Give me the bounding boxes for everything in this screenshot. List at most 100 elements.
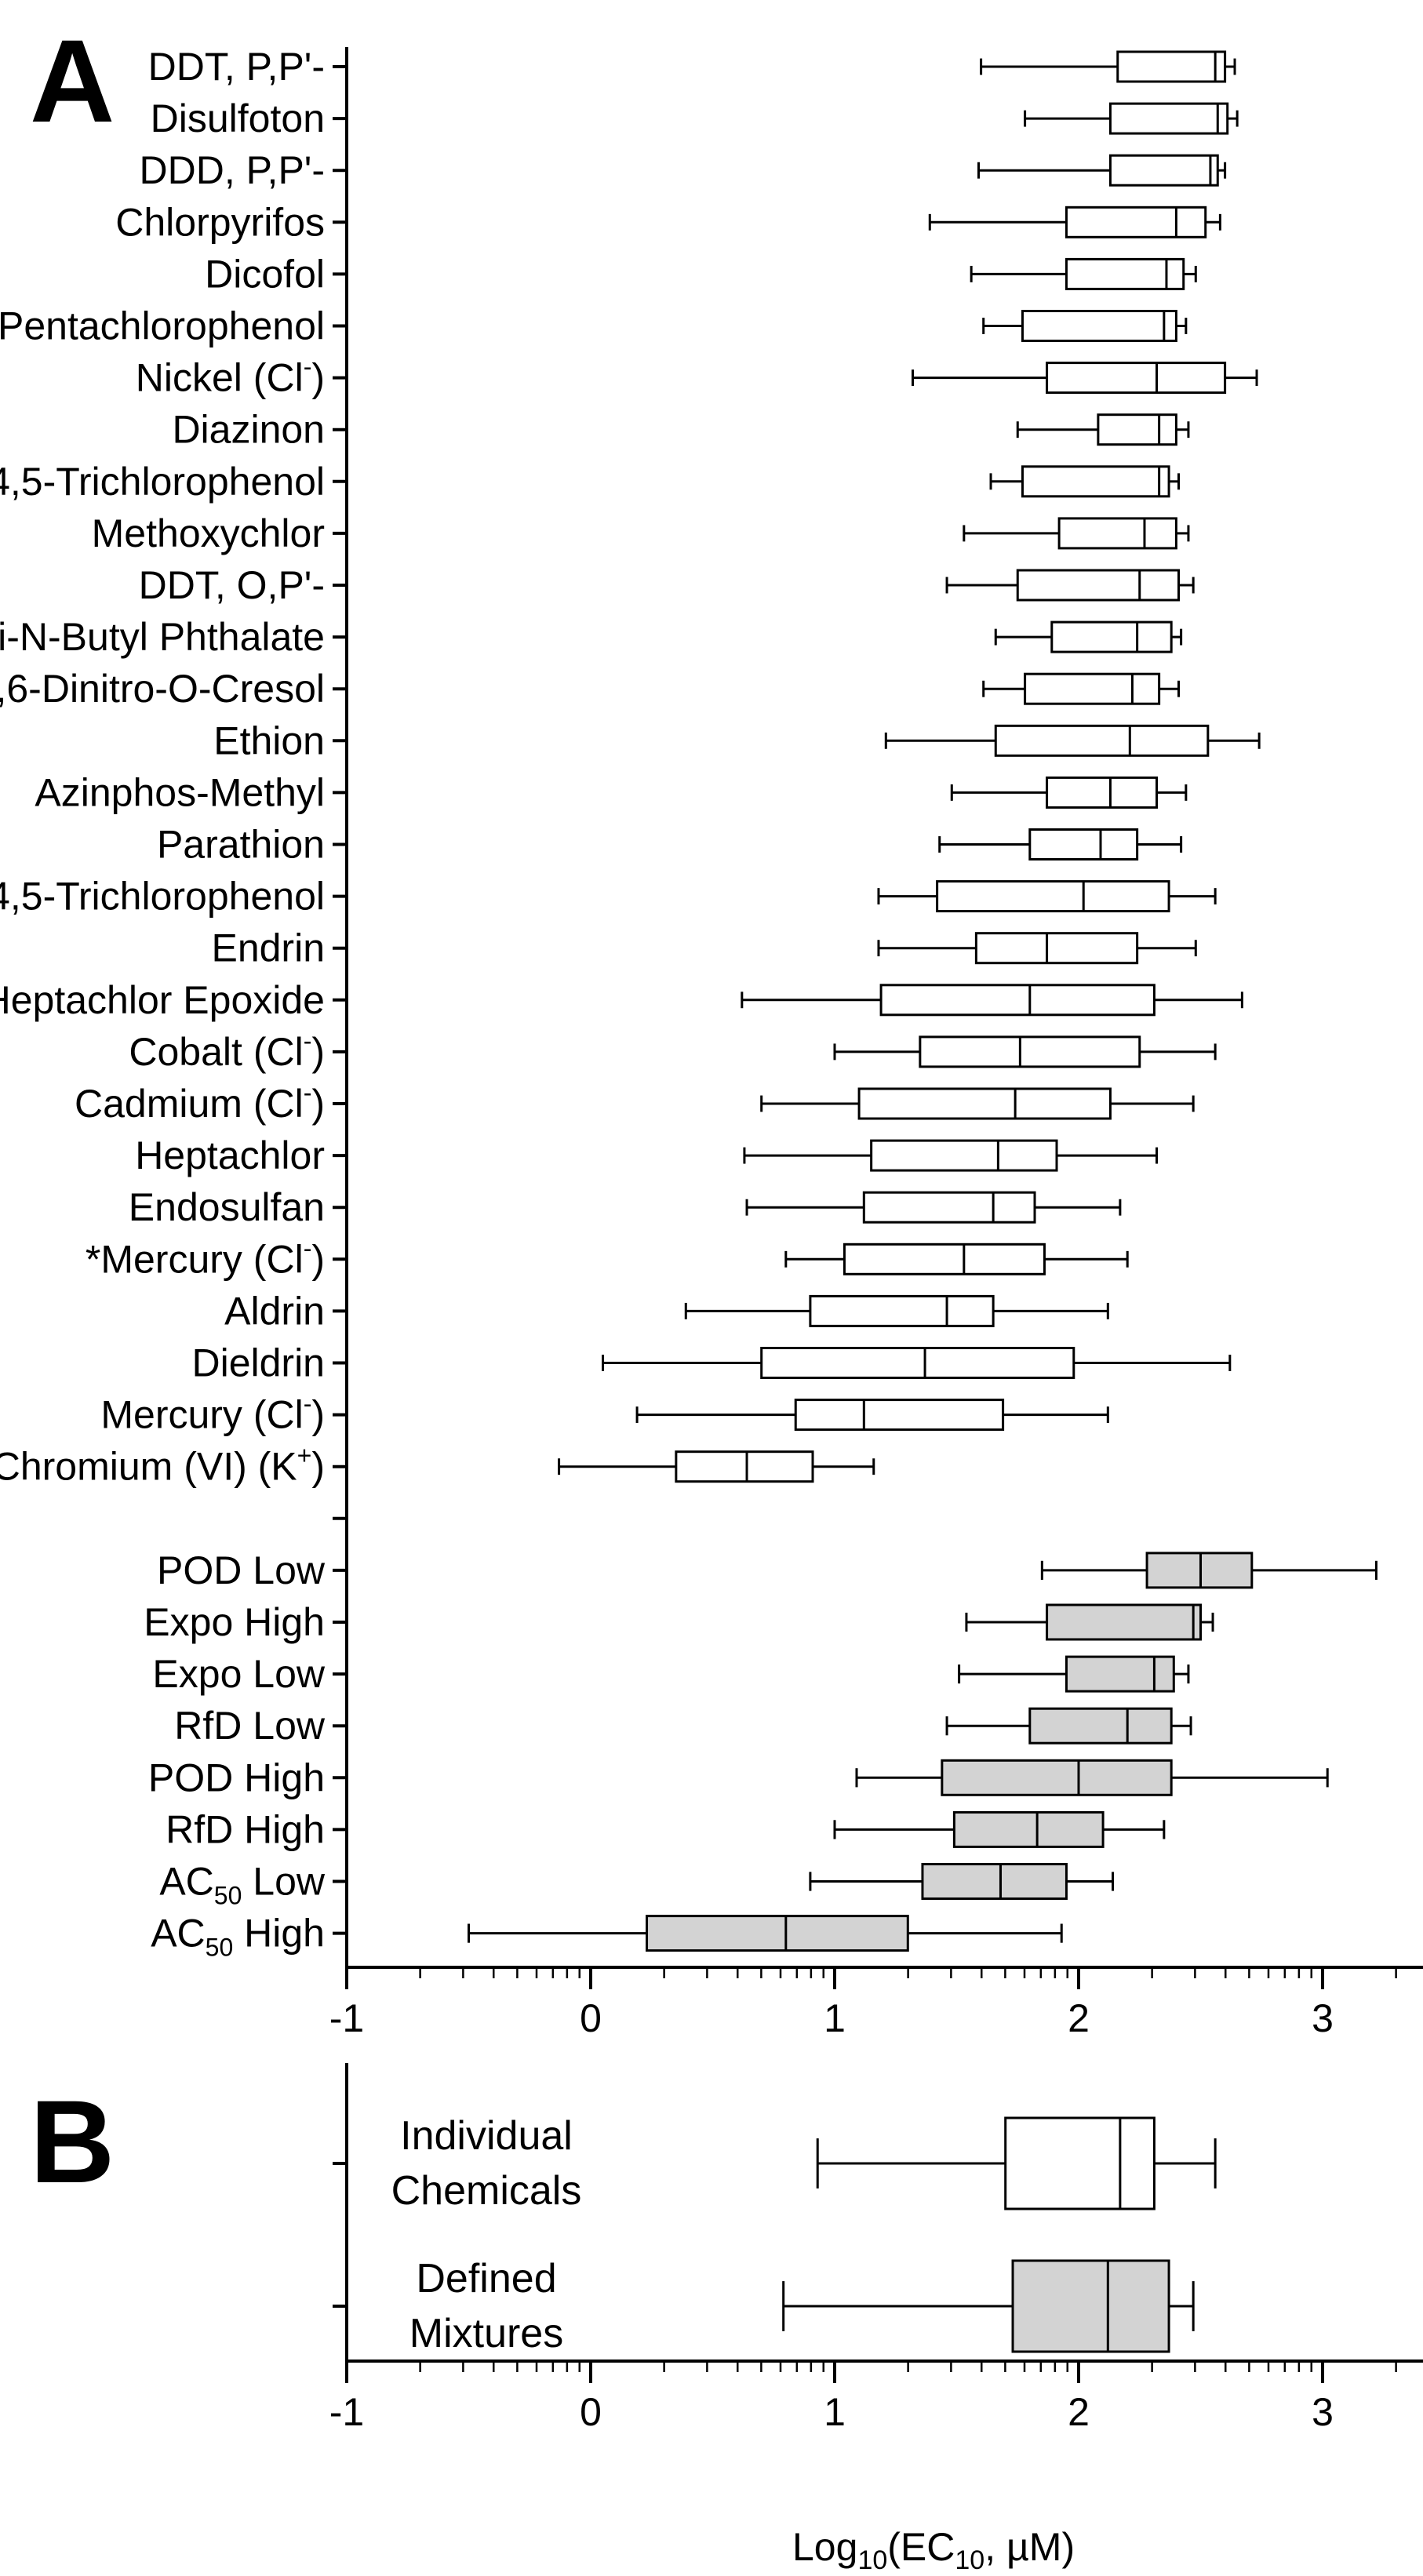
box-heptachlor-epoxide-box: [879, 984, 1156, 1017]
box-ddd-p-p-label: DDD, P,P'-: [140, 148, 325, 192]
box-defined-mixtures-box: [1011, 2259, 1170, 2353]
box-2-4-5-trichlorophenol-box: [1021, 465, 1170, 498]
box-rfd-high-box: [952, 1810, 1105, 1848]
chemical-row: Nickel (Cl-): [136, 353, 1258, 400]
box-endosulfan-label: Endosulfan: [129, 1185, 325, 1229]
box-chromium-vi-k-label: Chromium (VI) (K+): [0, 1442, 325, 1489]
chemical-row: Mercury (Cl-): [100, 1390, 1109, 1437]
box-di-n-butyl-phthalate-label: Di-N-Butyl Phthalate: [0, 615, 325, 659]
box-cobalt-cl-label: Cobalt (Cl-): [129, 1027, 325, 1074]
chemical-row: *Mercury (Cl-): [86, 1234, 1129, 1281]
box-pod-high-label: POD High: [148, 1756, 325, 1799]
x-tick-label-a-0: -1: [329, 1996, 364, 2040]
chemical-row: Heptachlor Epoxide: [0, 978, 1243, 1022]
chemical-row: Di-N-Butyl Phthalate: [0, 615, 1183, 659]
reference-row: POD Low: [157, 1548, 1378, 1592]
box-4-6-dinitro-o-cresol-label: 4,6-Dinitro-O-Cresol: [0, 667, 325, 711]
box-heptachlor-epoxide-label: Heptachlor Epoxide: [0, 978, 325, 1022]
reference-row: RfD High: [166, 1807, 1166, 1851]
box-mercury-cl-label: Mercury (Cl-): [100, 1390, 325, 1437]
chemical-row: DDT, O,P'-: [139, 563, 1195, 607]
panel-label-a: A: [30, 15, 115, 147]
chemical-row: Chromium (VI) (K+): [0, 1442, 875, 1489]
box-ethion-label: Ethion: [213, 719, 325, 762]
box-expo-high-box: [1046, 1603, 1202, 1641]
box-ac50-low-label: AC50 Low: [159, 1860, 326, 1910]
chemical-row: Diazinon: [172, 408, 1190, 452]
box-dicofol-label: Dicofol: [205, 252, 325, 296]
box-dieldrin-box: [760, 1347, 1075, 1379]
box-cadmium-cl-label: Cadmium (Cl-): [75, 1079, 325, 1126]
x-tick-label-a-2: 1: [824, 1996, 846, 2040]
chemical-row: 2,4,5-Trichlorophenol: [0, 875, 1217, 919]
box-disulfoton-box: [1108, 102, 1229, 135]
x-tick-label-b-4: 3: [1312, 2390, 1334, 2434]
reference-row: POD High: [148, 1756, 1329, 1799]
box-2-4-5-trichlorophenol-label: 2,4,5-Trichlorophenol: [0, 875, 325, 919]
box-mercury-cl-box: [843, 1243, 1046, 1275]
box-pod-high-box: [941, 1759, 1173, 1796]
chemical-row: Endrin: [211, 926, 1197, 970]
box-rfd-low-label: RfD Low: [174, 1704, 326, 1748]
box-aldrin-box: [809, 1294, 995, 1327]
x-axis-title: Log10(EC10, µM): [792, 2525, 1075, 2575]
chemical-row: Azinphos-Methyl: [35, 770, 1188, 814]
box-chlorpyrifos-box: [1065, 206, 1207, 238]
chemical-row: 4,6-Dinitro-O-Cresol: [0, 667, 1181, 711]
chemical-row: Parathion: [157, 823, 1183, 867]
chemical-row: Methoxychlor: [92, 511, 1190, 555]
chemical-row: Endosulfan: [129, 1185, 1122, 1229]
x-axis-b: -1 0 1 2 3: [329, 2360, 1423, 2434]
box-endosulfan-box: [862, 1191, 1036, 1224]
box-heptachlor-label: Heptachlor: [135, 1133, 325, 1177]
chemical-row: Cobalt (Cl-): [129, 1027, 1217, 1074]
box-2-4-5-trichlorophenol-label: *2,4,5-Trichlorophenol: [0, 460, 325, 504]
box-pentachlorophenol-box: [1021, 310, 1177, 342]
box-methoxychlor-box: [1057, 517, 1177, 550]
chemical-row: Cadmium (Cl-): [75, 1079, 1195, 1126]
box-mercury-cl-label: *Mercury (Cl-): [86, 1234, 325, 1281]
box-cadmium-cl-box: [857, 1087, 1112, 1120]
box-azinphos-methyl-label: Azinphos-Methyl: [35, 770, 325, 814]
box-rfd-low-box: [1028, 1707, 1173, 1745]
x-tick-label-b-2: 1: [824, 2390, 846, 2434]
box-pod-low-label: POD Low: [157, 1548, 326, 1592]
box-rfd-high-label: RfD High: [166, 1807, 325, 1851]
box-endrin-label: Endrin: [211, 926, 325, 970]
box-di-n-butyl-phthalate-box: [1050, 620, 1173, 653]
panel-a-plot: DDT, P,P'- Disulfoton DDD, P,P'- Chlorpyrif…: [0, 45, 1378, 1967]
box-chromium-vi-k-box: [675, 1450, 814, 1483]
box-defined-mixtures-label-line2: Mixtures: [409, 2311, 563, 2356]
box-expo-low-label: Expo Low: [152, 1652, 325, 1696]
box-expo-low-box: [1065, 1655, 1175, 1693]
box-dicofol-box: [1065, 257, 1185, 290]
box-2-4-5-trichlorophenol-box: [936, 880, 1170, 913]
box-expo-high-label: Expo High: [144, 1600, 325, 1644]
chemical-row: Dicofol: [205, 252, 1197, 296]
reference-row: AC50 Low: [159, 1860, 1115, 1910]
box-ddd-p-p-box: [1108, 154, 1219, 187]
box-parathion-label: Parathion: [157, 823, 325, 867]
box-mercury-cl-box: [794, 1399, 1005, 1432]
box-ac50-high-label: AC50 High: [151, 1912, 325, 1962]
chemical-row: *2,4,5-Trichlorophenol: [0, 460, 1181, 504]
box-ddt-p-p-box: [1116, 50, 1227, 83]
chemical-row: Disulfoton: [151, 96, 1239, 140]
chemical-row: DDD, P,P'-: [140, 148, 1227, 192]
x-axis-a: -1 0 1 2 3: [329, 1966, 1423, 2040]
box-cobalt-cl-box: [919, 1035, 1141, 1068]
box-diazinon-box: [1097, 413, 1177, 446]
chemical-row: Chlorpyrifos: [115, 200, 1221, 244]
chemical-row: Dieldrin: [191, 1341, 1232, 1385]
box-diazinon-label: Diazinon: [172, 408, 325, 452]
reference-row: Expo Low: [152, 1652, 1190, 1696]
chemical-row: Pentachlorophenol: [0, 304, 1188, 348]
panel-label-b: B: [30, 2076, 115, 2207]
box-azinphos-methyl-box: [1046, 776, 1159, 809]
box-chlorpyrifos-label: Chlorpyrifos: [115, 200, 325, 244]
chemical-row: Ethion: [213, 719, 1261, 762]
box-individual-chemicals-box: [1004, 2116, 1156, 2210]
x-tick-label-b-0: -1: [329, 2390, 364, 2434]
box-individual-chemicals-label-line2: Chemicals: [391, 2168, 582, 2214]
box-ddt-p-p-label: DDT, P,P'-: [148, 45, 325, 89]
